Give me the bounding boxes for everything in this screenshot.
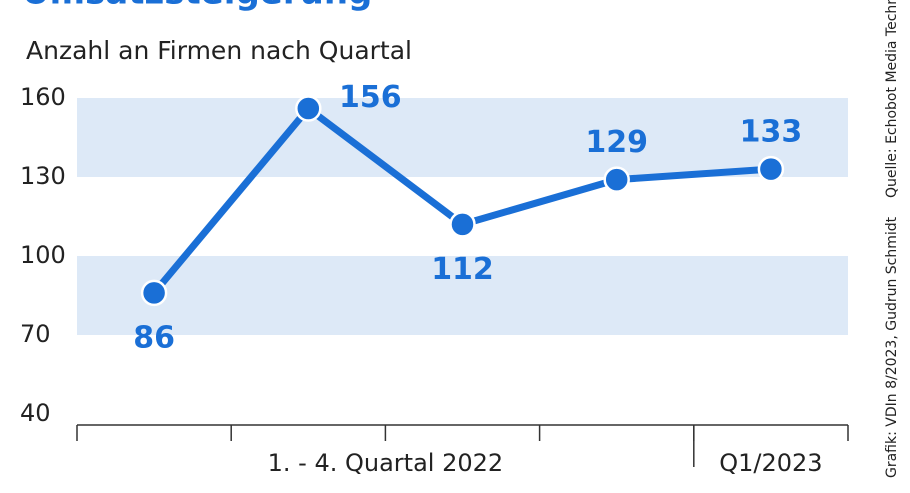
credit: Grafik: VDIn 8/2023, Gudrun Schmidt bbox=[884, 216, 900, 478]
point bbox=[603, 166, 630, 193]
chart-subtitle: Anzahl an Firmen nach Quartal bbox=[26, 36, 412, 65]
point bbox=[449, 211, 476, 238]
y-tick-label: 40 bbox=[20, 399, 51, 427]
credit: Quelle: Echobot Media Technologies bbox=[884, 0, 900, 198]
data-label: 156 bbox=[339, 80, 402, 115]
point bbox=[295, 95, 322, 122]
grid-band bbox=[77, 98, 848, 177]
y-tick-label: 70 bbox=[20, 320, 51, 348]
grid-band bbox=[77, 256, 848, 335]
data-label: 112 bbox=[431, 252, 494, 287]
y-tick-label: 160 bbox=[20, 83, 66, 111]
data-label: 86 bbox=[133, 320, 175, 355]
chart-title: Umsatzsteigerung bbox=[22, 0, 372, 13]
point bbox=[140, 279, 168, 307]
y-tick-label: 100 bbox=[20, 241, 66, 269]
x-group-label: 1. - 4. Quartal 2022 bbox=[268, 449, 504, 477]
data-label: 133 bbox=[740, 115, 803, 150]
x-group-label: Q1/2023 bbox=[719, 449, 822, 477]
data-label: 129 bbox=[585, 125, 648, 160]
point bbox=[757, 155, 785, 183]
y-tick-label: 130 bbox=[20, 162, 66, 190]
